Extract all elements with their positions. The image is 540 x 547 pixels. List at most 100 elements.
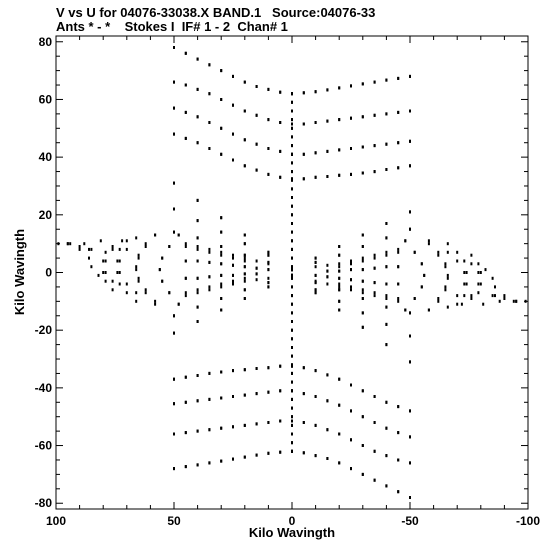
x-tick-label: 0 xyxy=(289,514,296,528)
uv-point-conjugate xyxy=(220,216,223,220)
uv-point xyxy=(338,288,341,292)
uv-point xyxy=(373,281,376,285)
uv-point xyxy=(173,314,175,318)
uv-point-conjugate xyxy=(232,282,234,286)
uv-point xyxy=(243,276,246,280)
uv-point-conjugate xyxy=(208,250,211,254)
uv-point-conjugate xyxy=(135,291,138,295)
uv-point-conjugate xyxy=(361,259,364,263)
uv-point-conjugate xyxy=(220,245,223,248)
uv-point-conjugate xyxy=(350,84,352,88)
series-right-lobe-tip xyxy=(57,242,527,303)
uv-point xyxy=(135,268,138,272)
uv-point-conjugate xyxy=(338,245,341,248)
uv-point-conjugate xyxy=(243,164,246,168)
uv-point xyxy=(208,428,211,432)
uv-point-conjugate xyxy=(314,260,317,264)
uv-point xyxy=(423,273,426,277)
uv-point-conjugate xyxy=(373,113,376,117)
uv-point xyxy=(279,389,282,393)
uv-point xyxy=(314,395,317,398)
uv-point-conjugate xyxy=(444,285,447,289)
y-tick-label: 0 xyxy=(45,266,52,280)
y-tick-label: -40 xyxy=(35,381,53,395)
uv-point xyxy=(291,276,293,280)
uv-point-conjugate xyxy=(255,85,258,88)
uv-point xyxy=(350,268,352,272)
uv-point xyxy=(470,262,473,266)
uv-point xyxy=(243,455,246,459)
uv-point-conjugate xyxy=(208,121,211,124)
uv-point xyxy=(397,405,400,409)
uv-point-conjugate xyxy=(232,158,234,162)
uv-point xyxy=(373,291,376,295)
uv-point xyxy=(291,415,293,419)
uv-point-conjugate xyxy=(220,98,223,101)
uv-point xyxy=(291,432,293,436)
uv-point-conjugate xyxy=(291,213,293,217)
uv-point xyxy=(361,311,364,315)
uv-point xyxy=(208,371,211,375)
uv-point-conjugate xyxy=(373,170,376,174)
uv-point-conjugate xyxy=(196,57,199,61)
uv-point xyxy=(314,454,317,458)
uv-point xyxy=(477,291,480,295)
uv-point-conjugate xyxy=(220,126,223,130)
uv-point xyxy=(243,393,246,397)
uv-point-conjugate xyxy=(184,276,187,280)
uv-point-conjugate xyxy=(267,250,270,254)
uv-point xyxy=(350,285,352,289)
uv-point-conjugate xyxy=(279,121,282,124)
uv-point xyxy=(477,271,480,274)
uv-point-conjugate xyxy=(267,253,270,257)
y-axis-title: Kilo Wavingth xyxy=(12,229,27,315)
uv-point xyxy=(409,360,411,364)
uv-point xyxy=(373,478,376,482)
uv-point xyxy=(361,279,364,283)
uv-point-conjugate xyxy=(208,260,211,264)
uv-point xyxy=(437,253,440,257)
uv-point xyxy=(326,399,329,403)
y-tick-label: -20 xyxy=(35,323,53,337)
uv-point xyxy=(470,297,473,300)
uv-point xyxy=(291,294,293,298)
uv-point xyxy=(314,273,317,277)
uv-point-conjugate xyxy=(291,187,293,191)
series-right-lobe-fill xyxy=(184,245,400,300)
uv-point xyxy=(243,297,246,300)
series-left-lobe-fill xyxy=(184,242,400,303)
uv-point-conjugate xyxy=(102,259,105,263)
uv-point-conjugate xyxy=(314,90,317,94)
uv-point-conjugate xyxy=(267,268,270,272)
uv-point xyxy=(291,449,293,453)
uv-point xyxy=(173,467,175,471)
uv-point xyxy=(154,302,157,306)
uv-point xyxy=(291,406,293,410)
uv-point-conjugate xyxy=(291,204,293,208)
uv-point-conjugate xyxy=(232,256,234,260)
uv-point xyxy=(291,371,293,375)
uv-point-conjugate xyxy=(173,181,175,185)
uv-point xyxy=(144,291,147,295)
uv-point-conjugate xyxy=(397,110,400,114)
uv-point-conjugate xyxy=(314,279,317,283)
uv-point xyxy=(255,453,258,457)
uv-point xyxy=(361,415,364,419)
uv-point-conjugate xyxy=(291,135,293,139)
uv-point-conjugate xyxy=(196,291,199,295)
uv-point xyxy=(243,423,246,427)
uv-point xyxy=(196,288,199,292)
uv-point-conjugate xyxy=(232,132,234,136)
uv-point-conjugate xyxy=(196,141,199,145)
uv-point xyxy=(427,308,430,312)
uv-point-conjugate xyxy=(444,262,447,266)
uv-point-conjugate xyxy=(168,291,171,295)
uv-point xyxy=(291,337,293,341)
uv-point xyxy=(409,461,411,465)
y-tick-label: -80 xyxy=(35,496,53,510)
uv-point xyxy=(413,250,416,254)
uv-point xyxy=(338,262,341,266)
uv-point-conjugate xyxy=(255,272,258,276)
uv-point xyxy=(279,419,282,423)
uv-point-conjugate xyxy=(302,177,305,181)
